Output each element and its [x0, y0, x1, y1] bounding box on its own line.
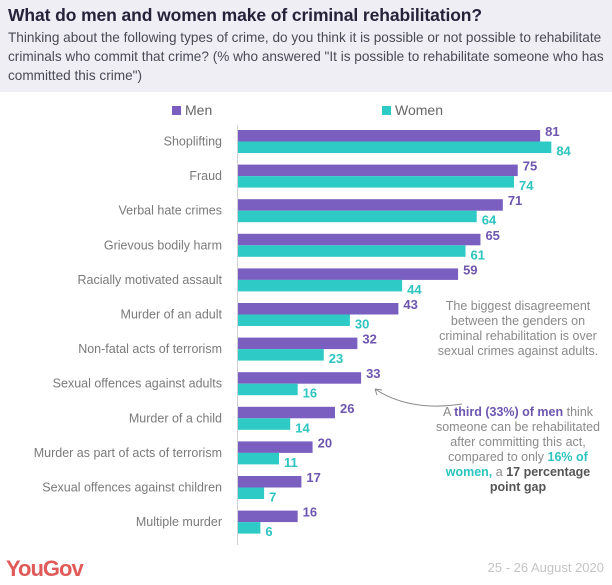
- value-label-men-racially-motivated-assault: 59: [463, 262, 477, 277]
- bar-men-multiple-murder: [238, 510, 298, 523]
- annotation-intro: The biggest disagreement between the gen…: [437, 299, 599, 358]
- category-label-fraud: Fraud: [189, 169, 222, 183]
- bar-men-verbal-hate-crimes: [238, 199, 503, 211]
- category-label-non-fatal-acts-of-terrorism: Non-fatal acts of terrorism: [78, 342, 222, 356]
- bar-women-fraud: [238, 176, 515, 188]
- legend-swatch-women: [382, 105, 391, 115]
- annotation-gap-highlight: 17 percentage point gap: [489, 465, 591, 494]
- category-label-sexual-offences-against-children: Sexual offences against children: [42, 481, 222, 495]
- category-label-shoplifting: Shoplifting: [164, 135, 222, 149]
- bar-women-racially-motivated-assault: [238, 279, 403, 292]
- value-label-women-murder-of-a-child: 14: [295, 420, 310, 435]
- category-label-sexual-offences-against-adults: Sexual offences against adults: [53, 377, 222, 391]
- bar-men-sexual-offences-against-adults: [238, 372, 362, 384]
- category-label-verbal-hate-crimes: Verbal hate crimes: [118, 204, 222, 218]
- bar-men-murder-of-a-child: [238, 406, 335, 419]
- value-label-men-murder-of-an-adult: 43: [403, 297, 417, 312]
- value-label-women-murder-of-an-adult: 30: [355, 317, 369, 332]
- annotation-text-a: A: [442, 405, 455, 419]
- annotation-arrow: [374, 388, 463, 407]
- bar-women-sexual-offences-against-adults: [238, 383, 298, 396]
- bar-men-murder-of-an-adult: [238, 303, 399, 315]
- legend-label-women: Women: [395, 102, 443, 118]
- chart-title: What do men and women make of criminal r…: [8, 5, 482, 25]
- category-label-racially-motivated-assault: Racially motivated assault: [77, 273, 222, 287]
- value-label-women-verbal-hate-crimes: 64: [482, 213, 497, 228]
- bar-women-sexual-offences-against-children: [238, 487, 265, 499]
- value-label-men-murder-of-a-child: 26: [340, 401, 354, 416]
- bar-women-grievous-bodily-harm: [238, 245, 466, 257]
- category-label-murder-of-an-adult: Murder of an adult: [121, 308, 223, 322]
- value-label-women-sexual-offences-against-adults: 16: [303, 386, 317, 401]
- value-label-women-fraud: 74: [519, 178, 534, 193]
- category-label-murder-of-a-child: Murder of a child: [129, 411, 222, 425]
- bar-women-murder-of-an-adult: [238, 314, 350, 326]
- value-label-men-fraud: 75: [523, 159, 537, 174]
- bar-women-verbal-hate-crimes: [238, 210, 477, 223]
- bar-women-murder-of-a-child: [238, 418, 291, 430]
- value-label-women-multiple-murder: 6: [265, 524, 272, 539]
- survey-date: 25 - 26 August 2020: [487, 560, 604, 575]
- legend-label-men: Men: [185, 102, 213, 118]
- value-label-men-sexual-offences-against-children: 17: [306, 470, 320, 485]
- bar-men-grievous-bodily-harm: [238, 233, 481, 246]
- yougov-logo: YouGov: [6, 556, 84, 581]
- arrow-head-icon: [374, 388, 383, 396]
- annotation-text-b: think someone can be rehabilitated after…: [435, 405, 600, 464]
- annotation-men-highlight: third (33%) of men: [454, 405, 564, 419]
- value-label-men-shoplifting: 81: [545, 124, 559, 139]
- value-label-women-sexual-offences-against-children: 7: [269, 490, 276, 505]
- value-label-men-sexual-offences-against-adults: 33: [366, 366, 380, 381]
- annotation-text-c: a: [492, 465, 507, 479]
- value-label-women-shoplifting: 84: [556, 144, 571, 159]
- value-label-men-grievous-bodily-harm: 65: [485, 228, 499, 243]
- value-label-women-non-fatal-acts-of-terrorism: 23: [329, 351, 343, 366]
- bar-men-racially-motivated-assault: [238, 268, 459, 280]
- bar-women-multiple-murder: [238, 522, 261, 534]
- legend-men: Men: [172, 102, 212, 118]
- bar-women-non-fatal-acts-of-terrorism: [238, 349, 324, 361]
- value-label-men-verbal-hate-crimes: 71: [508, 193, 522, 208]
- chart-subtitle: Thinking about the following types of cr…: [8, 30, 604, 83]
- arrow-curve: [374, 388, 463, 407]
- bar-women-murder-as-part-of-acts-of-terrorism: [238, 452, 280, 465]
- value-label-women-murder-as-part-of-acts-of-terrorism: 11: [284, 455, 298, 470]
- legend-women: Women: [382, 102, 443, 118]
- value-label-women-racially-motivated-assault: 44: [407, 282, 422, 297]
- category-label-grievous-bodily-harm: Grievous bodily harm: [104, 238, 222, 252]
- value-label-women-grievous-bodily-harm: 61: [471, 247, 485, 262]
- annotation-detail: A third (33%) of men think someone can b…: [432, 405, 604, 495]
- legend-swatch-men: [172, 105, 181, 115]
- bar-men-shoplifting: [238, 130, 541, 142]
- header-band: What do men and women make of criminal r…: [0, 0, 612, 92]
- bar-men-murder-as-part-of-acts-of-terrorism: [238, 441, 313, 453]
- bar-men-sexual-offences-against-children: [238, 476, 302, 488]
- bar-men-non-fatal-acts-of-terrorism: [238, 337, 358, 350]
- value-label-men-multiple-murder: 16: [303, 505, 317, 520]
- value-label-men-non-fatal-acts-of-terrorism: 32: [362, 332, 376, 347]
- bar-women-shoplifting: [238, 141, 552, 153]
- annotation-women-highlight: 16% of women,: [445, 450, 588, 479]
- bar-men-fraud: [238, 164, 518, 177]
- category-label-multiple-murder: Multiple murder: [136, 515, 222, 529]
- value-label-men-murder-as-part-of-acts-of-terrorism: 20: [318, 435, 332, 450]
- category-label-murder-as-part-of-acts-of-terrorism: Murder as part of acts of terrorism: [34, 446, 222, 460]
